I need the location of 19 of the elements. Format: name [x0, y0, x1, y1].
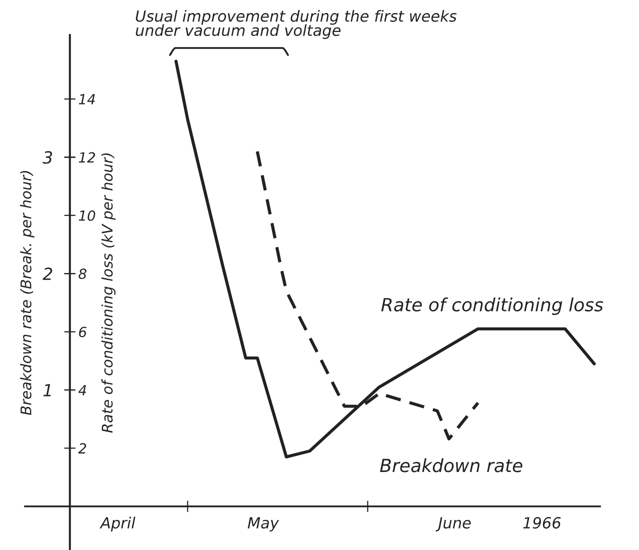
y2-tick-label: 3	[42, 151, 52, 164]
y-tick-label: 6	[79, 326, 86, 338]
y-axis-title: Rate of conditioning loss (kV per hour)	[101, 153, 116, 433]
y-tick-label: 14	[78, 94, 95, 104]
y2-axis-title: Breakdown rate (Break. per hour)	[20, 171, 34, 416]
y2-tick-label: 1	[43, 384, 51, 396]
y-tick-label: 4	[78, 385, 86, 396]
y-tick-label: 2	[78, 443, 86, 454]
x-tick-label: 1966	[523, 517, 561, 529]
series-label: Breakdown rate	[380, 458, 522, 472]
y-tick-label: 8	[78, 268, 86, 280]
y-tick-label: 10	[78, 210, 96, 221]
x-tick-label: May	[248, 517, 280, 532]
x-tick-label: April	[100, 516, 136, 532]
y2-tick-label: 2	[42, 268, 52, 280]
y-tick-label: 12	[78, 152, 95, 162]
x-tick-label: June	[436, 517, 471, 532]
annotation: Usual improvement during the first weeks under vacuum and voltage	[136, 10, 457, 39]
series-label: Rate of conditioning loss	[381, 298, 604, 315]
